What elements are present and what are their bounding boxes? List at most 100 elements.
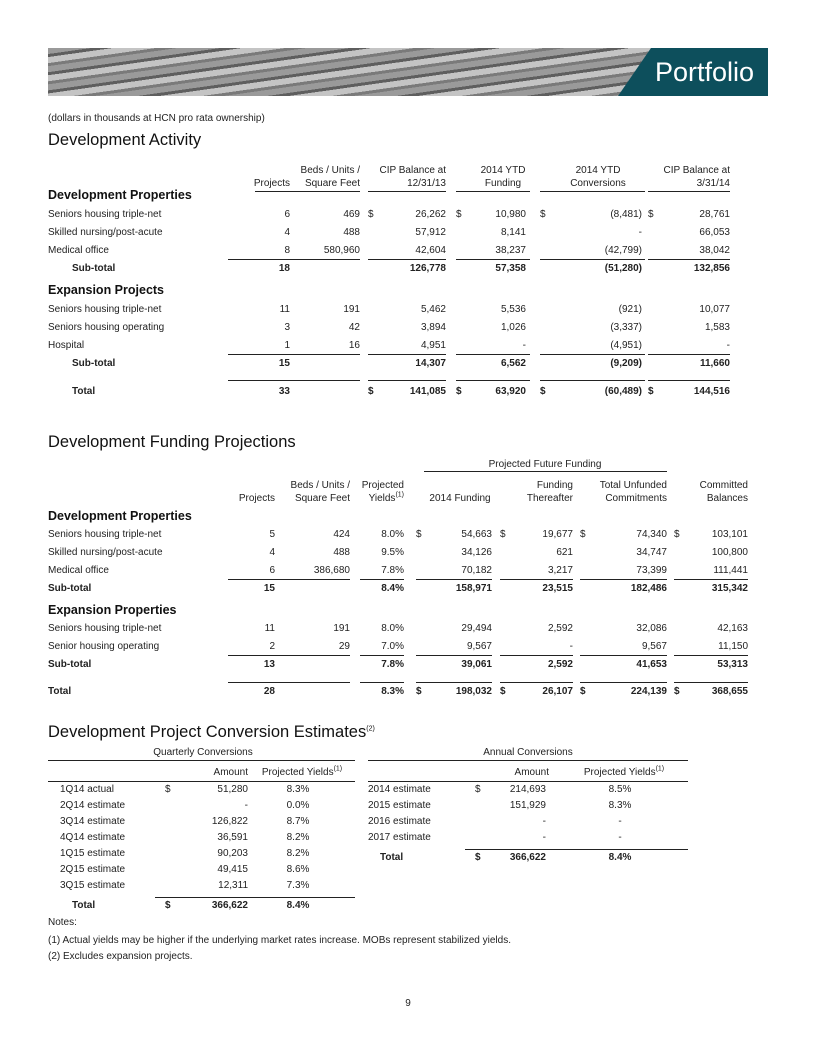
cell: - bbox=[244, 800, 248, 811]
rule bbox=[456, 191, 530, 192]
page-number: 9 bbox=[405, 998, 411, 1009]
rule bbox=[674, 655, 748, 656]
cell: 70,182 bbox=[461, 565, 492, 576]
rule bbox=[424, 471, 667, 472]
rule bbox=[360, 682, 404, 683]
cell: 368,655 bbox=[711, 686, 748, 697]
row-label: Seniors housing triple-net bbox=[48, 304, 162, 315]
rule bbox=[368, 380, 446, 381]
note: (dollars in thousands at HCN pro rata ow… bbox=[48, 113, 265, 124]
cell: 182,486 bbox=[630, 583, 667, 594]
cell: 144,516 bbox=[693, 386, 730, 397]
cell: (51,280) bbox=[604, 263, 642, 274]
cell: 7.8% bbox=[381, 659, 404, 670]
column-header: 2014 Funding bbox=[429, 493, 491, 504]
cell: 8.7% bbox=[286, 816, 310, 827]
cell: 7.0% bbox=[381, 641, 404, 652]
cell: 6,562 bbox=[500, 358, 526, 369]
cell: 111,441 bbox=[713, 565, 748, 576]
cell: $ bbox=[540, 209, 546, 220]
cell: 42 bbox=[348, 322, 360, 333]
rule bbox=[228, 259, 360, 260]
cell: 11 bbox=[279, 304, 290, 315]
rule bbox=[580, 655, 667, 656]
cell: 28,761 bbox=[699, 209, 730, 220]
rule bbox=[648, 259, 730, 260]
cell: 488 bbox=[333, 547, 350, 558]
rule bbox=[500, 655, 573, 656]
cell: $ bbox=[674, 529, 680, 540]
cell: 73,399 bbox=[636, 565, 667, 576]
text: Yields bbox=[368, 493, 396, 504]
superscript: (2) bbox=[366, 725, 375, 733]
rule bbox=[48, 760, 355, 761]
row-label: 2014 estimate bbox=[368, 784, 431, 795]
cell: - bbox=[569, 641, 573, 652]
column-header: Funding bbox=[484, 178, 522, 189]
column-header: 2014 YTD bbox=[480, 165, 526, 176]
column-header: Amount bbox=[514, 767, 549, 778]
row-label: 3Q14 estimate bbox=[60, 816, 126, 827]
rule bbox=[360, 655, 404, 656]
cell: - bbox=[726, 340, 730, 351]
rule bbox=[674, 682, 748, 683]
cell: 8.4% bbox=[286, 900, 310, 911]
cell: 366,622 bbox=[509, 852, 546, 863]
section-heading: Expansion Properties bbox=[48, 603, 177, 617]
row-label: Total bbox=[380, 852, 404, 863]
cell: 15 bbox=[263, 583, 275, 594]
cell: 63,920 bbox=[495, 386, 526, 397]
cell: 8 bbox=[284, 245, 290, 256]
column-header: Committed bbox=[699, 480, 748, 491]
rule bbox=[540, 259, 645, 260]
cell: 8,141 bbox=[500, 227, 526, 238]
cell: $ bbox=[674, 686, 680, 697]
cell: 103,101 bbox=[711, 529, 748, 540]
cell: 8.3% bbox=[608, 800, 632, 811]
cell: 57,358 bbox=[495, 263, 526, 274]
rule bbox=[360, 579, 404, 580]
rule bbox=[500, 682, 573, 683]
column-header: Projected bbox=[361, 480, 404, 491]
cell: - bbox=[638, 227, 642, 238]
note: (1) Actual yields may be higher if the u… bbox=[48, 935, 511, 946]
group-header: Annual Conversions bbox=[483, 747, 573, 758]
cell: 90,203 bbox=[217, 848, 248, 859]
cell: 2,592 bbox=[547, 659, 573, 670]
cell: 0.0% bbox=[286, 800, 310, 811]
cell: 621 bbox=[556, 547, 573, 558]
cell: 5 bbox=[269, 529, 275, 540]
cell: 11,150 bbox=[718, 641, 748, 652]
cell: 198,032 bbox=[455, 686, 492, 697]
cell: 15 bbox=[278, 358, 290, 369]
cell: 36,591 bbox=[217, 832, 248, 843]
row-label: 1Q14 actual bbox=[60, 784, 114, 795]
cell: $ bbox=[540, 386, 546, 397]
column-header: Projects bbox=[238, 493, 275, 504]
cell: 1 bbox=[284, 340, 290, 351]
cell: 132,856 bbox=[693, 263, 730, 274]
rule bbox=[280, 682, 350, 683]
section-heading: Development Properties bbox=[48, 188, 192, 202]
text: Projected Yields bbox=[583, 767, 656, 778]
cell: 26,262 bbox=[415, 209, 446, 220]
cell: - bbox=[542, 816, 546, 827]
cell: 11 bbox=[264, 623, 275, 634]
cell: (42,799) bbox=[604, 245, 642, 256]
cell: 214,693 bbox=[509, 784, 546, 795]
cell: 66,053 bbox=[699, 227, 730, 238]
rule bbox=[540, 191, 645, 192]
cell: 49,415 bbox=[217, 864, 248, 875]
rule bbox=[416, 579, 492, 580]
rule bbox=[456, 380, 530, 381]
cell: 42,163 bbox=[717, 623, 748, 634]
row-label: 2015 estimate bbox=[368, 800, 431, 811]
row-label: 2017 estimate bbox=[368, 832, 431, 843]
cell: 315,342 bbox=[711, 583, 748, 594]
cell: 3,894 bbox=[420, 322, 446, 333]
cell: - bbox=[618, 816, 622, 827]
row-label: Total bbox=[72, 386, 96, 397]
cell: 8.3% bbox=[286, 784, 310, 795]
cell: 386,680 bbox=[313, 565, 350, 576]
